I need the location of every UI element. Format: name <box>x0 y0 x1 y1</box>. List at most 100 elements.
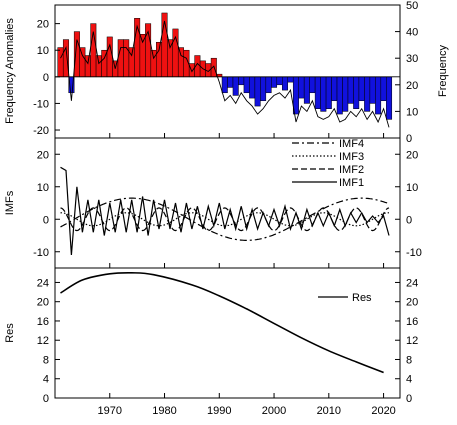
x-tick-label: 1980 <box>152 405 176 417</box>
anomaly-axis-tick-label: 10 <box>37 45 49 57</box>
series-imf3-line <box>60 212 389 227</box>
frequency-anomaly-bar <box>254 76 261 107</box>
res-axis-right-tick-label: 16 <box>406 316 418 328</box>
frequency-anomaly-bar <box>117 39 124 78</box>
frequency-anomaly-bar <box>79 47 86 78</box>
frequency-anomaly-bar <box>156 41 163 78</box>
res-axis-right-tick-label: 4 <box>406 374 412 386</box>
x-tick-label: 1970 <box>98 405 122 417</box>
anomaly-axis-tick-label: -20 <box>33 125 49 137</box>
frequency-anomaly-bar <box>265 76 272 94</box>
frequency-anomaly-bar <box>260 76 267 102</box>
frequency-anomaly-bar <box>243 76 250 94</box>
imf-axis-right-tick-label: 0 <box>406 214 412 226</box>
frequency-anomaly-bar <box>380 76 387 102</box>
frequency-anomaly-bar <box>320 76 327 112</box>
frequency-anomaly-bar <box>150 49 157 78</box>
legend-label-imf2: IMF2 <box>339 164 364 176</box>
frequency-anomaly-bar <box>84 55 91 78</box>
imf-axis-left-tick-label: 20 <box>37 149 49 161</box>
imf-lines <box>60 166 390 256</box>
frequency-anomaly-bar <box>188 63 195 78</box>
frequency-anomaly-bar <box>227 76 234 88</box>
imf-axis-left-tick-label: 10 <box>37 182 49 194</box>
frequency-anomaly-bar <box>298 76 305 99</box>
res-axis-right-tick-label: 0 <box>406 393 412 405</box>
panel-res: 24 20 16 12 8 4 0 24 20 16 12 8 4 0 Res Res <box>4 267 418 405</box>
frequency-anomaly-bar <box>314 76 321 109</box>
frequency-anomaly-bar <box>364 76 371 112</box>
frequency-anomaly-bar <box>249 76 256 99</box>
res-axis-left-tick-label: 16 <box>37 316 49 328</box>
ylabel-frequency: Frequency <box>437 45 449 97</box>
x-axis: 1970 1980 1990 2000 2010 2020 <box>98 133 396 417</box>
frequency-axis-tick-label: 50 <box>406 0 418 12</box>
imf-axis-left-tick-label: -10 <box>33 247 49 259</box>
imf-axis-left-tick-label: 0 <box>43 214 49 226</box>
anomaly-axis-tick-label: 20 <box>37 19 49 31</box>
frequency-anomaly-bar <box>342 76 349 112</box>
res-axis-ticks-right: 24 20 16 12 8 4 0 <box>395 277 418 405</box>
frequency-axis-tick-label: 10 <box>406 106 418 118</box>
res-axis-right-tick-label: 20 <box>406 297 418 309</box>
legend-label-imf1: IMF1 <box>339 177 364 189</box>
frequency-anomaly-bar <box>336 76 343 115</box>
frequency-line <box>60 20 390 128</box>
anomaly-axis-tick-label: -10 <box>33 98 49 110</box>
frequency-anomaly-bar <box>238 76 245 86</box>
frequency-anomaly-bar <box>369 76 376 104</box>
frequency-anomaly-bar <box>386 76 393 120</box>
anomaly-axis-tick-label: 0 <box>43 72 49 84</box>
frequency-anomaly-bar <box>282 76 288 91</box>
frequency-anomaly-bar <box>271 76 278 88</box>
frequency-axis-ticks: 50 40 30 20 10 0 <box>395 0 418 145</box>
ylabel-frequency-anomalies: Frequency Anomalies <box>4 18 16 124</box>
frequency-axis-tick-label: 0 <box>406 133 412 145</box>
frequency-anomaly-bar <box>167 39 173 78</box>
frequency-axis-tick-label: 40 <box>406 27 418 39</box>
res-axis-left-tick-label: 8 <box>43 354 49 366</box>
imf-axis-ticks-right: 20 10 0 -10 <box>395 149 422 259</box>
legend-label-imf4: IMF4 <box>339 138 364 150</box>
imf-axis-ticks-left: 20 10 0 -10 <box>33 149 60 259</box>
res-axis-left-tick-label: 24 <box>37 277 49 289</box>
res-axis-left-tick-label: 12 <box>37 335 49 347</box>
anomaly-axis-ticks: 20 10 0 -10 -20 <box>33 19 60 137</box>
legend-label-res: Res <box>352 292 372 304</box>
x-tick-label: 1990 <box>207 405 231 417</box>
frequency-anomaly-bar <box>177 47 184 78</box>
res-axis-right-tick-label: 8 <box>406 354 412 366</box>
frequency-anomaly-bar <box>358 76 365 102</box>
frequency-anomaly-bar <box>106 36 113 78</box>
frequency-anomaly-bar <box>309 76 316 94</box>
ylabel-imfs: IMFs <box>4 190 16 215</box>
frequency-anomaly-bar <box>331 76 338 102</box>
panel-frequency: 20 10 0 -10 -20 50 40 30 20 10 0 Frequency Anomal… <box>4 0 449 145</box>
legend-label-imf3: IMF3 <box>339 151 364 163</box>
imf-axis-right-tick-label: 10 <box>406 182 418 194</box>
res-legend: Res <box>318 292 372 304</box>
res-line <box>60 271 384 374</box>
frequency-anomaly-bar <box>353 76 360 109</box>
frequency-anomaly-bar <box>221 76 228 94</box>
frequency-axis-tick-label: 30 <box>406 53 418 65</box>
res-axis-right-tick-label: 12 <box>406 335 418 347</box>
res-axis-left-tick-label: 20 <box>37 297 49 309</box>
frequency-anomaly-bar <box>287 76 294 83</box>
res-axis-right-tick-label: 24 <box>406 277 418 289</box>
series-imf2-line <box>60 207 390 232</box>
series-imf4-line <box>60 197 390 241</box>
frequency-anomaly-bar <box>375 76 382 115</box>
frequency-anomaly-bar <box>73 31 80 78</box>
frequency-axis-tick-label: 20 <box>406 80 418 92</box>
x-tick-label: 2000 <box>262 405 286 417</box>
frequency-anomaly-bar <box>123 39 130 78</box>
ylabel-res: Res <box>4 323 16 343</box>
frequency-anomaly-bar <box>347 76 354 104</box>
frequency-anomaly-bar <box>276 76 283 86</box>
frequency-anomaly-bar <box>325 76 332 109</box>
imf-axis-right-tick-label: 20 <box>406 149 418 161</box>
x-tick-label: 2010 <box>317 405 341 417</box>
